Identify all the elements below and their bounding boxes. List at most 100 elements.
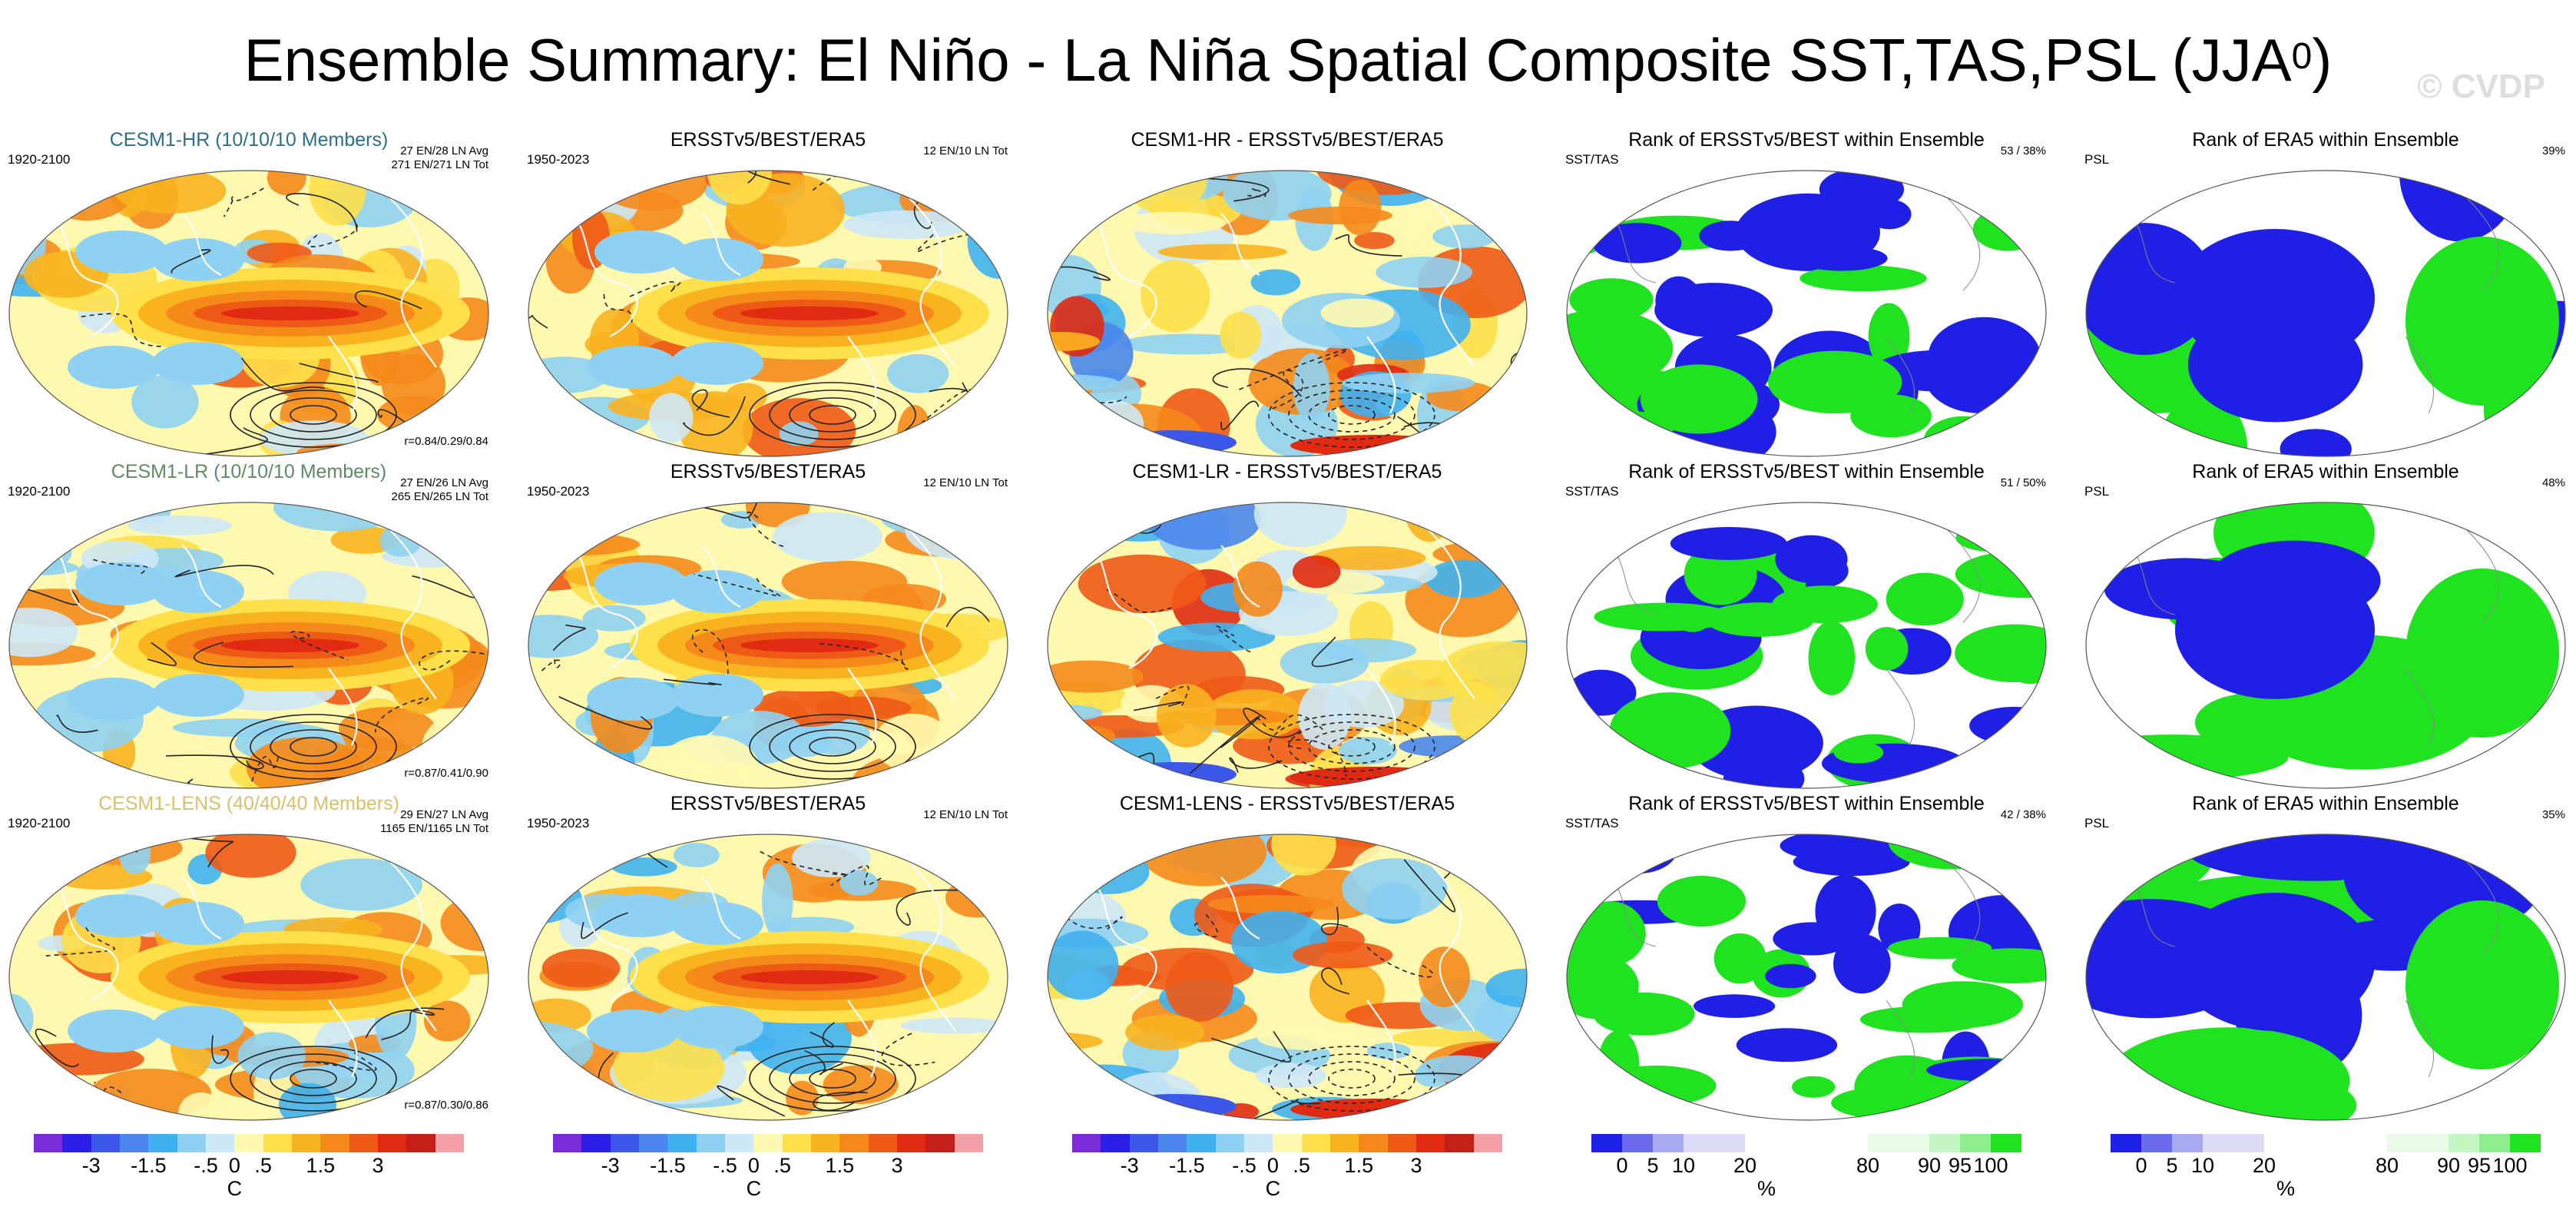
colorbar-tick-label: 0 <box>228 1154 240 1177</box>
colorbar-swatch <box>2326 1134 2387 1152</box>
pattern-correlation-label: r=0.84/0.29/0.84 <box>404 435 488 448</box>
panel-period-label: SST/TAS <box>1565 152 1619 167</box>
colorbar-tick-label: 1.5 <box>306 1154 336 1177</box>
panel-title: CESM1-HR (10/10/10 Members) <box>109 129 389 151</box>
colorbar-swatch <box>1359 1134 1388 1152</box>
temperature-colorbar-1: -3 -1.5 -.5 0 .5 1.5 3 C <box>34 1134 464 1200</box>
colorbar-tick-label: 20 <box>1733 1154 1757 1177</box>
rank-colorbar-2: 0 5 10 20 80 90 95 100% <box>2111 1134 2541 1200</box>
colorbar-swatch <box>1387 1134 1416 1152</box>
colorbar-swatch <box>377 1134 407 1152</box>
panel-period-label: 1920-2100 <box>8 152 71 167</box>
map-panel-r2c3: CESM1-LR - ERSSTv5/BEST/ERA5 <box>1041 461 1533 791</box>
globe-map <box>8 170 489 457</box>
colorbar-tick-label: -1.5 <box>131 1154 167 1177</box>
colorbar-unit-label: C <box>746 1177 762 1200</box>
colorbar-swatch <box>782 1134 811 1152</box>
colorbar-swatch <box>1868 1134 1929 1152</box>
colorbar-swatch <box>1684 1134 1745 1152</box>
rank-colorbar-1: 0 5 10 20 80 90 95 100% <box>1591 1134 2021 1200</box>
colorbar-swatch <box>1473 1134 1502 1152</box>
colorbar-swatch <box>696 1134 725 1152</box>
globe-map <box>2085 834 2566 1121</box>
colorbar-swatch <box>1215 1134 1244 1152</box>
colorbar-swatch <box>724 1134 754 1152</box>
colorbar-swatch <box>406 1134 435 1152</box>
colorbar-swatch <box>2449 1134 2479 1152</box>
map-panel-r1c1: CESM1-HR (10/10/10 Members) 1920-2100 27 E… <box>3 129 495 459</box>
colorbar-tick-label: .5 <box>254 1154 272 1177</box>
panel-period-label: 1950-2023 <box>527 816 590 830</box>
colorbar-swatch <box>1445 1134 1474 1152</box>
colorbar-swatch <box>1622 1134 1653 1152</box>
globe-map <box>528 502 1008 789</box>
colorbar-swatch <box>119 1134 149 1152</box>
map-panel-r1c3: CESM1-HR - ERSSTv5/BEST/ERA5 <box>1041 129 1533 459</box>
colorbar-swatch <box>638 1134 668 1152</box>
colorbar-swatch <box>2510 1134 2541 1152</box>
colorbar-tick-label: 100 <box>1973 1154 2008 1177</box>
panel-title: Rank of ERA5 within Ensemble <box>2192 793 2459 814</box>
colorbar-swatch <box>1806 1134 1868 1152</box>
colorbar-tick-label: 10 <box>1671 1154 1696 1177</box>
colorbar-swatch <box>1329 1134 1359 1152</box>
colorbar-swatch <box>1072 1134 1101 1152</box>
panel-count-label: 53 / 38% <box>2000 144 2046 157</box>
colorbar-swatch <box>177 1134 206 1152</box>
panel-count-label: 42 / 38% <box>2000 808 2046 821</box>
colorbar-tick-label: 80 <box>2375 1154 2399 1177</box>
colorbar-swatch <box>320 1134 349 1152</box>
colorbar-swatch <box>839 1134 869 1152</box>
colorbar-swatch <box>667 1134 697 1152</box>
colorbar-swatch <box>349 1134 378 1152</box>
colorbar-tick-label: 0 <box>1266 1154 1279 1177</box>
colorbar-tick-label: 3 <box>1410 1154 1422 1177</box>
colorbar-tick-label: -1.5 <box>650 1154 686 1177</box>
colorbar-swatch <box>2172 1134 2203 1152</box>
colorbar-tick-label: -1.5 <box>1169 1154 1205 1177</box>
colorbar-tick-label: 0 <box>1616 1154 1628 1177</box>
colorbar-unit-label: C <box>1265 1177 1281 1200</box>
map-panel-r2c2: ERSSTv5/BEST/ERA5 1950-2023 12 EN/10 LN To… <box>522 461 1014 791</box>
colorbar-swatch <box>1129 1134 1158 1152</box>
colorbar-swatch <box>34 1134 63 1152</box>
figure-title: Ensemble Summary: El Niño - La Niña Spat… <box>243 26 2333 94</box>
colorbar-swatch <box>581 1134 611 1152</box>
globe-map <box>528 834 1008 1121</box>
colorbar-tick-label: 1.5 <box>1344 1154 1374 1177</box>
colorbar-swatch <box>1415 1134 1445 1152</box>
colorbar-unit-label: % <box>2276 1177 2296 1200</box>
pattern-correlation-label: r=0.87/0.30/0.86 <box>404 1099 488 1112</box>
colorbar-tick-label: 20 <box>2252 1154 2276 1177</box>
map-panel-r3c2: ERSSTv5/BEST/ERA5 1950-2023 12 EN/10 LN To… <box>522 793 1014 1123</box>
colorbar-swatch <box>1187 1134 1216 1152</box>
colorbar-swatch <box>234 1134 263 1152</box>
colorbar-tick-label: 90 <box>1917 1154 1942 1177</box>
globe-map <box>8 834 489 1121</box>
panel-count-label: 39% <box>2541 144 2565 157</box>
panel-count-label: 35% <box>2541 808 2565 821</box>
panel-count-label: 27 EN/26 LN Avg 265 EN/265 LN Tot <box>391 476 488 503</box>
colorbar-swatch <box>291 1134 321 1152</box>
panel-title: CESM1-LR - ERSSTv5/BEST/ERA5 <box>1132 461 1442 482</box>
pattern-correlation-label: r=0.87/0.41/0.90 <box>404 767 488 780</box>
map-panel-r3c5: Rank of ERA5 within Ensemble PSL 35% <box>2080 793 2571 1123</box>
colorbar-swatch <box>2387 1134 2449 1152</box>
globe-map <box>1047 502 1528 789</box>
map-panel-r3c3: CESM1-LENS - ERSSTv5/BEST/ERA5 <box>1041 793 1533 1123</box>
colorbar-swatch <box>2479 1134 2510 1152</box>
globe-map <box>1566 502 2047 789</box>
colorbar-tick-label: -3 <box>1120 1154 1139 1177</box>
colorbar-swatches <box>34 1134 464 1152</box>
panel-count-label: 12 EN/10 LN Tot <box>923 476 1008 489</box>
globe-map <box>2085 502 2566 789</box>
panel-period-label: 1920-2100 <box>8 816 71 830</box>
panel-period-label: PSL <box>2084 484 2110 499</box>
colorbar-tick-label: 100 <box>2492 1154 2528 1177</box>
globe-map <box>528 170 1008 457</box>
globe-map <box>2085 170 2566 457</box>
panel-title: Rank of ERSSTv5/BEST within Ensemble <box>1628 129 1985 151</box>
panel-count-label: 51 / 50% <box>2000 476 2046 489</box>
panel-title: CESM1-HR - ERSSTv5/BEST/ERA5 <box>1131 129 1444 151</box>
colorbar-swatch <box>925 1134 955 1152</box>
